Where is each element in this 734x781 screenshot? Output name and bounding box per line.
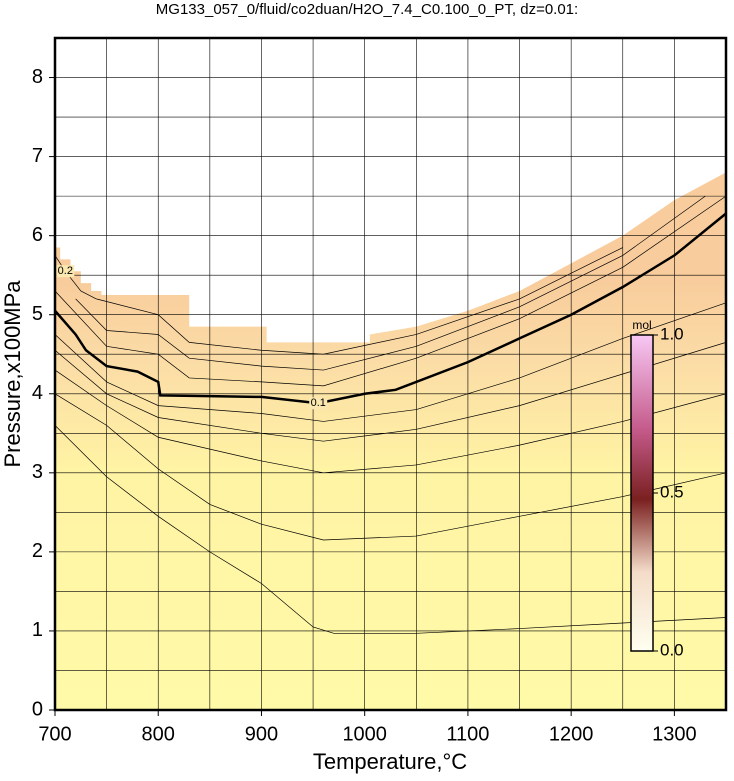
y-tick-label: 7 xyxy=(32,145,43,167)
contour-label-bg xyxy=(56,265,75,278)
contour-label-bg xyxy=(309,397,328,410)
contour-label: 0.2 xyxy=(58,265,73,277)
y-tick-label: 6 xyxy=(32,224,43,246)
contour-line xyxy=(96,247,623,355)
y-tick-label: 5 xyxy=(32,303,43,325)
colorbar-tick-label: 0.5 xyxy=(660,482,684,501)
y-tick-label: 8 xyxy=(32,66,43,88)
x-tick-label: 1100 xyxy=(446,723,489,745)
y-tick-label: 3 xyxy=(32,461,43,483)
contour-line xyxy=(54,425,727,634)
x-tick-label: 1200 xyxy=(549,723,594,745)
y-axis-label: Pressure,x100MPa xyxy=(0,280,25,468)
plot-frame xyxy=(53,36,728,712)
x-tick-label: 1300 xyxy=(652,723,697,745)
x-axis-label: Temperature,°C xyxy=(313,749,467,774)
contour-line xyxy=(75,195,706,371)
chart-title: MG133_057_0/fluid/co2duan/H2O_7.4_C0.100… xyxy=(156,1,578,18)
contour-line xyxy=(54,369,727,474)
field-area xyxy=(55,172,726,710)
y-tick-label: 2 xyxy=(32,540,43,562)
contour-line xyxy=(54,195,727,387)
y-tick-label: 0 xyxy=(32,698,43,720)
colorbar-tick-label: 1.0 xyxy=(660,324,684,343)
x-tick-label: 1000 xyxy=(342,723,387,745)
y-tick-label: 1 xyxy=(32,619,43,641)
contour-line xyxy=(54,255,97,300)
x-tick-label: 700 xyxy=(38,723,71,745)
contour-line xyxy=(54,342,727,442)
contour-label: 0.1 xyxy=(311,397,326,409)
contour-line xyxy=(54,302,727,422)
colorbar-label: mol xyxy=(632,318,651,332)
x-tick-label: 800 xyxy=(142,723,175,745)
contour-line xyxy=(54,393,727,541)
contour-line xyxy=(54,212,727,405)
x-tick-label: 900 xyxy=(245,723,278,745)
colorbar-tick-label: 0.0 xyxy=(660,640,684,659)
colorbar xyxy=(630,334,654,652)
y-tick-label: 4 xyxy=(32,382,43,404)
